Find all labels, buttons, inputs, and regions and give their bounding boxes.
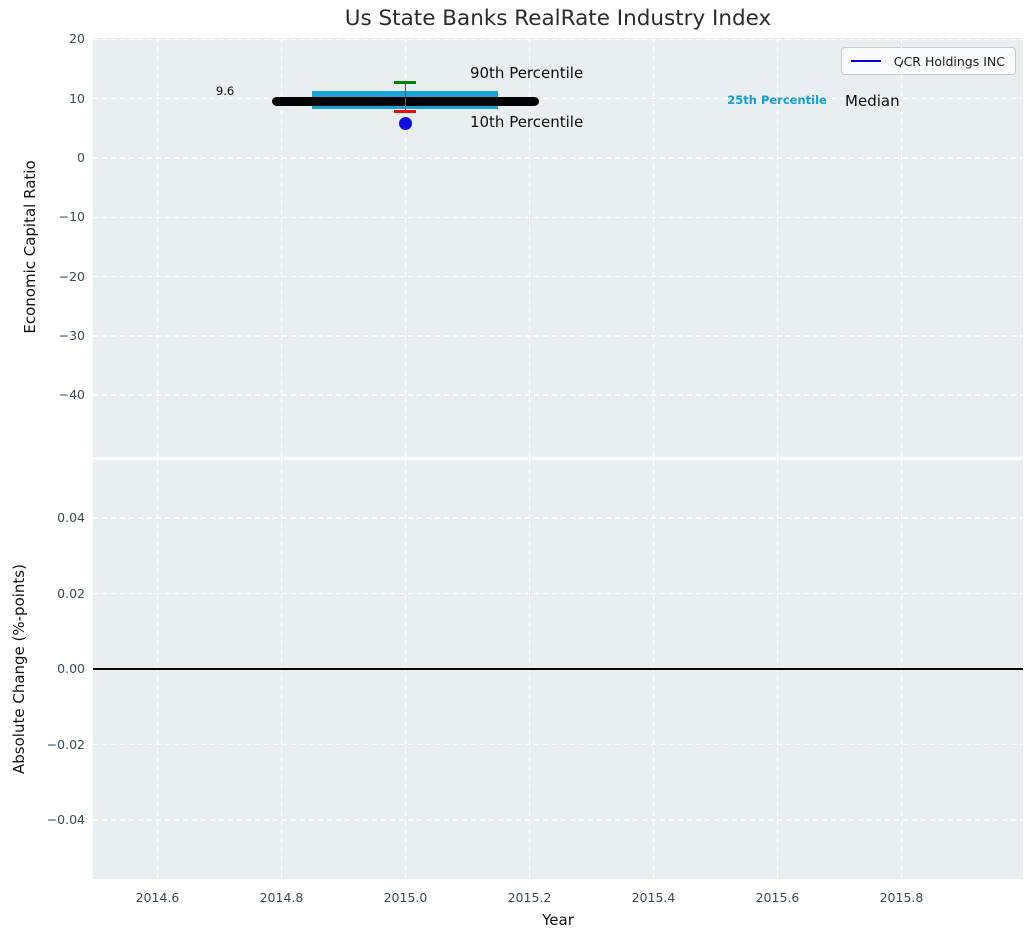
y-tick-label: −0.02 [46,736,85,752]
x-tick-label: 2015.6 [755,890,800,905]
gridline-vertical [776,38,779,457]
zero-line [93,668,1023,671]
annotation-median-value: 9.6 [215,84,235,99]
errorbar-cap-90th [394,81,417,85]
gridline-horizontal [93,216,1023,219]
x-axis-label: Year [542,911,574,929]
gridline-horizontal [93,592,1023,595]
gridline-vertical [156,38,159,457]
gridline-horizontal [93,517,1023,519]
y-axis-label-top: Economic Capital Ratio [21,160,39,334]
gridline-horizontal [93,275,1023,278]
gridline-horizontal [93,38,1023,41]
gridline-horizontal [93,97,1023,100]
y-tick-label: 0 [77,150,85,165]
y-tick-label: −20 [58,268,85,284]
y-tick-label: 0.00 [57,661,85,677]
legend-line-swatch [850,59,881,63]
gridline-vertical [652,38,655,457]
x-tick-label: 2015.0 [383,890,428,905]
x-tick-label: 2015.2 [507,890,552,905]
gridline-vertical [528,38,531,457]
x-tick-label: 2015.8 [879,890,924,905]
gridline-horizontal [93,743,1023,746]
annotation-median: Median [845,92,900,111]
x-tick-label: 2015.4 [631,890,676,905]
y-axis-label-bottom: Absolute Change (%-points) [10,564,28,774]
gridline-vertical [280,38,283,457]
legend: QCR Holdings INC [840,47,1016,75]
y-tick-label: −40 [58,387,85,403]
legend-label: QCR Holdings INC [893,53,1005,69]
annotation-10th-percentile: 10th Percentile [469,113,584,132]
y-tick-label: −30 [58,327,85,343]
y-tick-label: −10 [58,209,85,225]
gridline-vertical [404,38,407,457]
gridline-horizontal [93,819,1023,821]
x-tick-label: 2014.6 [135,890,180,905]
top-plot-area: QCR Holdings INC 9.6 90th Percentile 10th … [93,38,1023,457]
company-data-point [398,117,412,131]
errorbar-cap-10th [394,110,417,114]
y-tick-label: 10 [69,90,85,106]
gridline-vertical [900,38,903,457]
gridline-horizontal [93,157,1023,159]
bottom-plot-area [93,460,1023,879]
annotation-25th-percentile: 25th Percentile [727,92,827,107]
y-tick-label: 0.02 [57,585,85,601]
gridline-horizontal [93,394,1023,396]
y-tick-label: 20 [69,31,85,47]
gridline-horizontal [93,335,1023,337]
y-tick-label: −0.04 [46,812,85,828]
errorbar-line [404,82,407,112]
annotation-90th-percentile: 90th Percentile [469,63,584,82]
y-tick-label: 0.04 [57,510,85,526]
chart-title: Us State Banks RealRate Industry Index [344,6,772,31]
x-tick-label: 2014.8 [259,890,304,905]
